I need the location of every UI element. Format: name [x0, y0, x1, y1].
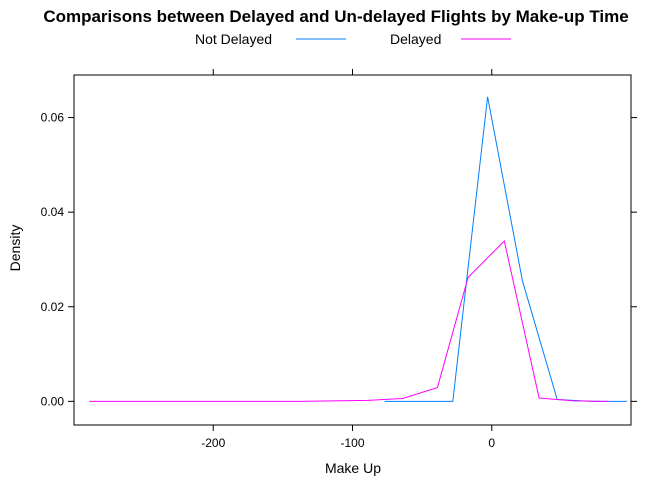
- y-axis: 0.00 0.02 0.04 0.06: [41, 111, 637, 408]
- legend-label-delayed: Delayed: [390, 31, 441, 47]
- series-layer: [89, 96, 627, 402]
- x-axis-label: Make Up: [325, 460, 381, 476]
- y-tick-label-0-00: 0.00: [41, 394, 65, 408]
- x-tick-label-minus-100: -100: [340, 436, 364, 450]
- y-tick-label-0-02: 0.02: [41, 300, 65, 314]
- x-tick-label-0: 0: [488, 436, 495, 450]
- y-axis-label: Density: [7, 225, 23, 272]
- y-tick-label-0-04: 0.04: [41, 205, 65, 219]
- x-axis: -200 -100 0: [201, 69, 495, 450]
- series-line-delayed: [89, 239, 609, 402]
- legend-label-not-delayed: Not Delayed: [195, 31, 272, 47]
- legend: Not Delayed Delayed: [195, 31, 511, 47]
- chart-title: Comparisons between Delayed and Un-delay…: [43, 7, 628, 26]
- y-tick-label-0-06: 0.06: [41, 111, 65, 125]
- plot-frame: [73, 74, 632, 426]
- x-tick-label-minus-200: -200: [201, 436, 225, 450]
